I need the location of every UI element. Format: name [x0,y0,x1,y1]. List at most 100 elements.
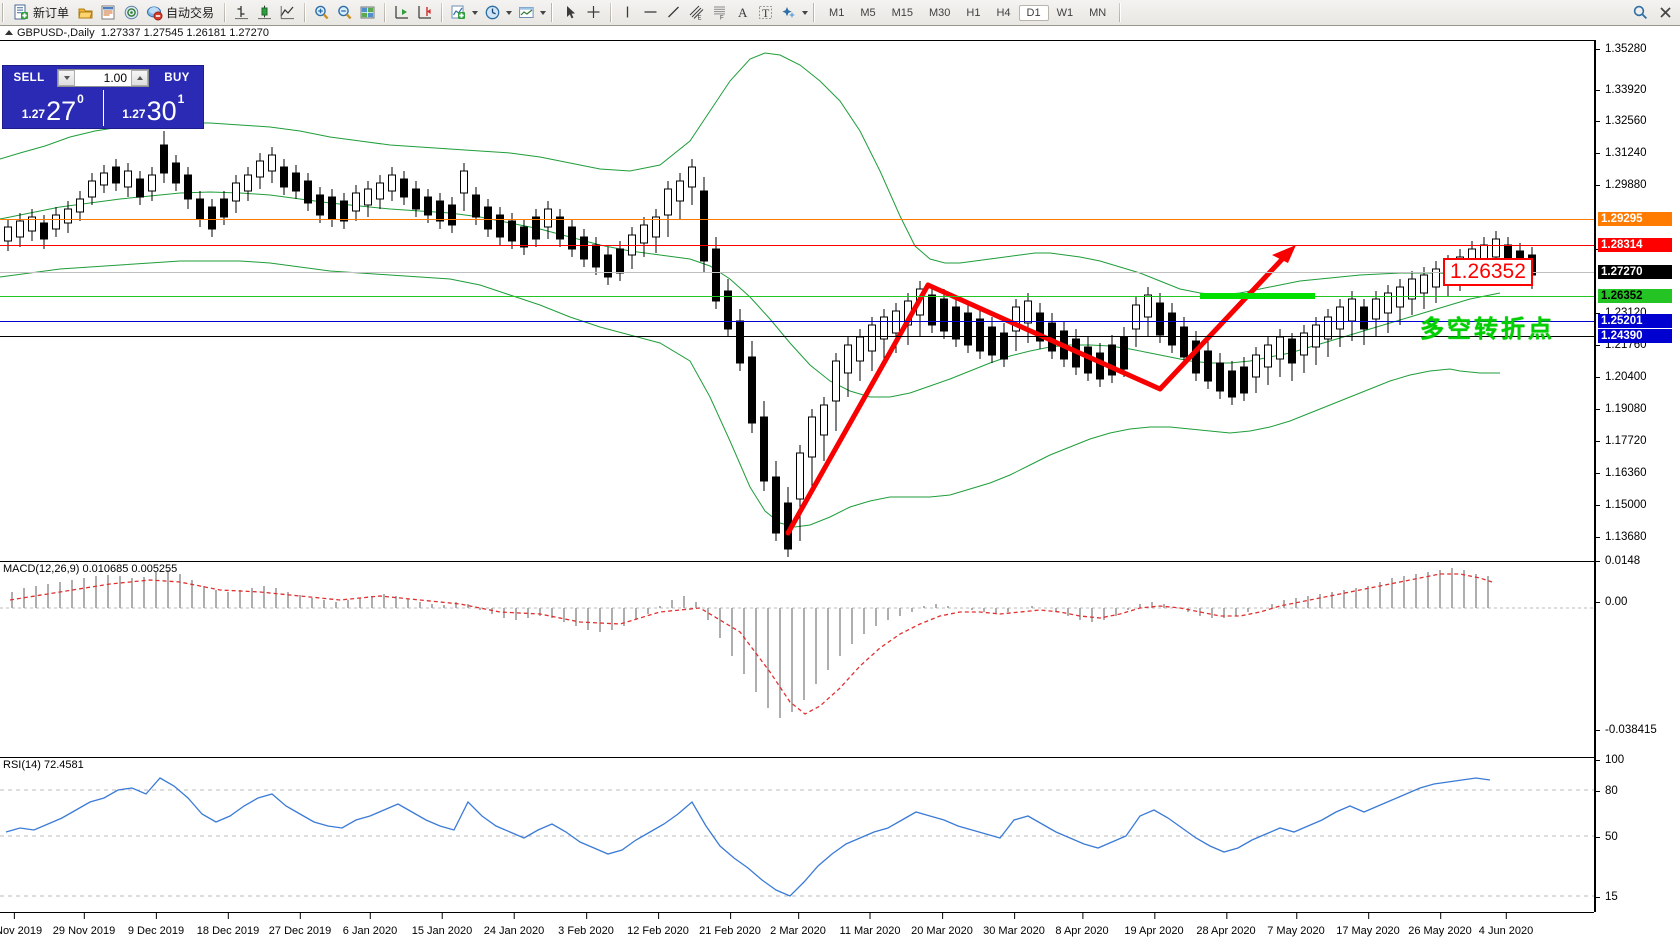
shapes-dropdown-caret[interactable] [802,10,809,15]
auto-scroll-icon [393,4,410,21]
level-line-128314[interactable] [0,245,1594,246]
timeframe-D1[interactable]: D1 [1018,4,1049,21]
level-line-129295[interactable] [0,219,1594,220]
bar-chart-icon [233,4,250,21]
candlestick-chart-button[interactable] [253,2,276,24]
bar-chart-button[interactable] [230,2,253,24]
auto-scroll-button[interactable] [390,2,413,24]
cursor-button[interactable] [559,2,582,24]
zoom-out-button[interactable] [333,2,356,24]
volume-decrease-button[interactable] [58,70,75,86]
toolbar-grip-2[interactable] [551,3,556,22]
equidistant-channel-button[interactable]: E [685,2,708,24]
symbol-ohlc: 1.27337 1.27545 1.26181 1.27270 [100,27,269,39]
volume-value[interactable]: 1.00 [103,71,127,85]
timeframe-W1[interactable]: W1 [1056,6,1074,19]
templates-dropdown-caret[interactable] [540,10,547,15]
chart-window[interactable]: GBPUSD-,Daily 1.27337 1.27545 1.26181 1.… [0,25,1680,944]
text-button[interactable]: A [731,2,754,24]
time-tick-0: 0 Nov 2019 [0,913,42,937]
time-tick-1: 29 Nov 2019 [52,913,116,937]
timeframe-M15[interactable]: M15 [891,6,913,19]
time-tick-3: 18 Dec 2019 [196,913,260,937]
macd-chart-svg [0,568,1594,718]
volume-input[interactable]: 1.00 [57,69,149,87]
text-label-button[interactable]: T [754,2,777,24]
sell-price-base: 1.27 [21,107,46,121]
close-icon[interactable] [1657,4,1674,21]
level-line-126352[interactable] [0,296,1594,297]
period-button[interactable] [481,2,515,24]
toolbar-grip-3[interactable] [813,3,818,22]
svg-text:A: A [738,5,748,20]
collapse-arrow-icon[interactable] [5,30,13,36]
equidistant-channel-icon: E [688,4,705,21]
chart-grid-button[interactable] [356,2,379,24]
new-order-label: 新订单 [33,6,70,20]
trendline-button[interactable] [662,2,685,24]
turning-point-note: 多空转折点 [1420,315,1555,343]
autotrade-button[interactable]: 自动交易 [143,2,219,24]
chart-shift-button[interactable] [413,2,436,24]
indicators-dropdown-caret[interactable] [472,10,479,15]
level-label-124390[interactable]: 1.24390 [1598,329,1672,343]
time-tick-10: 21 Feb 2020 [699,913,761,937]
time-tick-2: 9 Dec 2019 [127,913,185,937]
navigator-button[interactable] [120,2,143,24]
macd-pane[interactable]: MACD(12,26,9) 0.010685 0.005255 [0,561,1594,757]
market-watch-button[interactable] [97,2,120,24]
level-line-124390[interactable] [0,336,1594,337]
buy-price-big: 30 [146,96,177,126]
profiles-button[interactable] [74,2,97,24]
templates-button[interactable] [515,2,549,24]
toolbar-separator-1 [224,3,226,22]
indicators-button[interactable] [447,2,481,24]
timeframe-H4[interactable]: H4 [996,6,1011,19]
buy-price[interactable]: 1.27 30 1 [102,90,204,126]
search-icon[interactable] [1632,4,1649,21]
buy-button[interactable]: BUY [164,72,190,84]
price-pane[interactable] [0,40,1594,561]
time-tick-12: 11 Mar 2020 [839,913,901,937]
level-label-125201[interactable]: 1.25201 [1598,314,1672,328]
price-callout[interactable]: 1.26352 [1443,258,1533,286]
sell-price[interactable]: 1.27 27 0 [3,90,103,126]
zoom-in-button[interactable] [310,2,333,24]
time-scale[interactable]: 0 Nov 2019 29 Nov 2019 9 Dec 2019 18 Dec… [0,912,1594,944]
timeframe-H1[interactable]: H1 [966,6,981,19]
one-click-trading-panel[interactable]: SELL 1.00 BUY 1.27 27 0 1.27 30 1 [2,65,204,129]
horizontal-line-button[interactable] [639,2,662,24]
level-line-127270[interactable] [0,272,1594,273]
fibonacci-button[interactable]: F [708,2,731,24]
crosshair-button[interactable] [582,2,605,24]
line-chart-button[interactable] [276,2,299,24]
macd-scale-tick-1: 0.00 [1596,596,1627,609]
timeframe-M1[interactable]: M1 [829,6,845,19]
sell-button[interactable]: SELL [13,72,45,84]
new-order-button[interactable]: 新订单 [10,2,74,24]
shapes-button[interactable] [777,2,811,24]
level-label-129295[interactable]: 1.29295 [1598,212,1672,226]
sell-price-big: 27 [46,96,77,126]
level-label-126352[interactable]: 1.26352 [1598,289,1672,303]
indicators-icon [450,4,467,21]
fibonacci-icon: F [711,4,728,21]
vertical-line-button[interactable] [616,2,639,24]
toolbar-grip[interactable] [2,3,6,22]
green-level-marker[interactable] [1200,293,1315,299]
level-label-127270[interactable]: 1.27270 [1598,265,1672,279]
time-tick-7: 24 Jan 2020 [483,913,545,937]
price-scale[interactable]: 1.35280 1.33920 1.32560 1.31240 1.29880 … [1594,40,1680,912]
timeframe-M30[interactable]: M30 [929,6,951,19]
timeframe-MN[interactable]: MN [1089,6,1107,19]
period-dropdown-caret[interactable] [506,10,513,15]
level-line-125201[interactable] [0,321,1594,322]
toolbar-separator-5 [610,3,612,22]
timeframe-M5[interactable]: M5 [860,6,876,19]
rsi-pane[interactable]: RSI(14) 72.4581 [0,757,1594,912]
level-label-128314[interactable]: 1.28314 [1598,238,1672,252]
rsi-scale-tick-0: 100 [1596,754,1624,767]
volume-increase-button[interactable] [131,70,148,86]
time-tick-4: 27 Dec 2019 [268,913,332,937]
time-tick-13: 20 Mar 2020 [911,913,973,937]
